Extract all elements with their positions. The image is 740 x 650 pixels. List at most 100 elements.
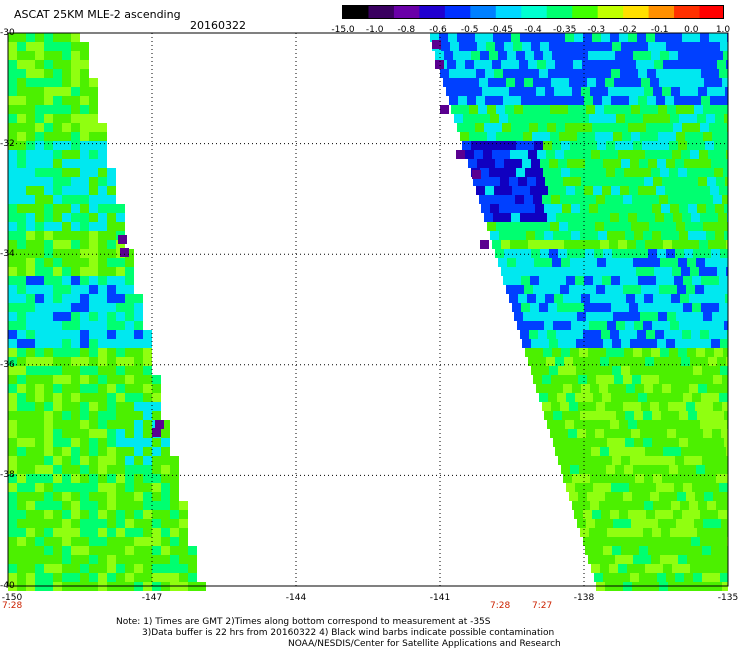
swath-cell <box>635 177 644 186</box>
swath-cell <box>134 474 143 483</box>
swath-cell <box>134 537 143 546</box>
swath-cell <box>556 330 565 339</box>
swath-cell <box>682 213 691 222</box>
swath-cell <box>628 123 637 132</box>
swath-cell <box>497 78 506 87</box>
swath-cell <box>693 573 702 582</box>
swath-cell-outlier <box>480 240 489 249</box>
swath-cell <box>665 303 674 312</box>
swath-cell <box>635 501 644 510</box>
swath-cell <box>17 537 26 546</box>
swath-cell <box>611 96 620 105</box>
swath-cell <box>8 168 17 177</box>
swath-cell <box>726 60 728 69</box>
swath-cell <box>673 213 682 222</box>
swath-cell <box>8 492 17 501</box>
swath-cell <box>702 159 711 168</box>
swath-cell <box>632 402 641 411</box>
swath-cell <box>621 159 630 168</box>
swath-cell <box>603 366 612 375</box>
swath-cell <box>522 159 531 168</box>
swath-cell <box>593 483 602 492</box>
swath-cell <box>499 231 508 240</box>
swath-cell <box>89 213 98 222</box>
swath-cell <box>62 168 71 177</box>
swath-cell <box>654 60 663 69</box>
swath-cell <box>62 87 71 96</box>
swath-cell <box>650 195 659 204</box>
swath-cell <box>609 240 618 249</box>
swath-cell <box>98 276 107 285</box>
swath-cell <box>107 285 116 294</box>
swath-cell <box>546 357 555 366</box>
swath-cell <box>80 159 89 168</box>
swath-cell <box>613 519 622 528</box>
swath-cell <box>554 294 563 303</box>
swath-cell <box>586 222 595 231</box>
swath-cell <box>152 537 161 546</box>
swath-cell <box>627 267 636 276</box>
swath-cell <box>632 285 641 294</box>
swath-cell <box>71 384 80 393</box>
swath-cell <box>704 492 713 501</box>
swath-cell <box>703 132 712 141</box>
swath-cell <box>564 267 573 276</box>
swath-cell <box>71 528 80 537</box>
swath-cell <box>602 186 611 195</box>
swath-cell <box>179 501 188 510</box>
swath-cell <box>605 375 614 384</box>
swath-cell <box>509 177 518 186</box>
swath-cell <box>71 186 80 195</box>
swath-cell <box>628 510 637 519</box>
swath-cell <box>53 42 62 51</box>
swath-cell <box>44 339 53 348</box>
swath-cell <box>697 321 706 330</box>
swath-cell <box>591 150 600 159</box>
swath-cell <box>567 249 576 258</box>
swath-cell <box>125 474 134 483</box>
swath-cell <box>71 321 80 330</box>
swath-cell <box>8 294 17 303</box>
swath-cell <box>562 321 571 330</box>
swath-cell <box>62 393 71 402</box>
swath-cell <box>535 114 544 123</box>
swath-cell <box>593 393 602 402</box>
swath-cell <box>125 276 134 285</box>
swath-cell <box>600 357 609 366</box>
swath-cell <box>624 348 633 357</box>
swath-cell <box>26 123 35 132</box>
swath-cell <box>499 114 508 123</box>
swath-cell <box>682 510 691 519</box>
swath-cell <box>44 537 53 546</box>
swath-cell <box>724 321 728 330</box>
swath-cell <box>682 123 691 132</box>
swath-cell <box>161 573 170 582</box>
swath-cell <box>685 519 694 528</box>
swath-cell <box>574 330 583 339</box>
swath-cell <box>550 429 559 438</box>
swath-cell <box>623 375 632 384</box>
swath-cell <box>44 375 53 384</box>
swath-cell <box>125 537 134 546</box>
swath-cell <box>53 438 62 447</box>
swath-cell <box>537 357 546 366</box>
swath-cell <box>35 528 44 537</box>
swath-cell <box>17 384 26 393</box>
swath-cell <box>726 240 728 249</box>
swath-cell <box>671 177 680 186</box>
swath-cell <box>573 60 582 69</box>
swath-cell <box>612 546 621 555</box>
swath-cell <box>715 231 724 240</box>
swath-cell <box>44 402 53 411</box>
swath-cell <box>53 330 62 339</box>
swath-cell <box>161 564 170 573</box>
swath-cell <box>53 447 62 456</box>
swath-cell <box>708 267 717 276</box>
swath-cell <box>571 114 580 123</box>
swath-cell <box>631 312 640 321</box>
swath-cell <box>71 276 80 285</box>
swath-cell <box>700 213 709 222</box>
swath-cell <box>594 42 603 51</box>
swath-cell <box>634 114 643 123</box>
swath-cell <box>711 42 720 51</box>
